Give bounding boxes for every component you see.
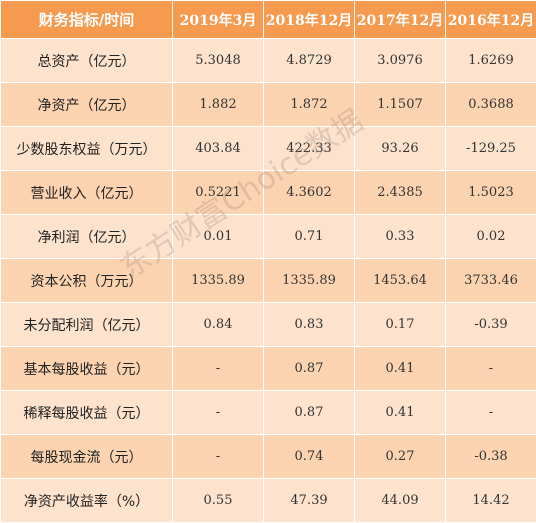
financial-table-container: 财务指标/时间 2019年3月 2018年12月 2017年12月 2016年1… [0,0,536,482]
table-cell: 403.84 [173,127,264,171]
table-header-row: 财务指标/时间 2019年3月 2018年12月 2017年12月 2016年1… [1,1,536,39]
table-cell: 0.84 [173,303,264,347]
table-cell: 44.09 [355,479,446,523]
row-label: 资本公积（万元） [1,259,173,303]
table-cell: 0.87 [264,391,355,435]
table-row-revenue: 营业收入（亿元） 0.5221 4.3602 2.4385 1.5023 [1,171,536,215]
table-row-cash-flow-per-share: 每股现金流（元） - 0.74 0.27 -0.38 [1,435,536,479]
table-row-net-assets: 净资产（亿元） 1.882 1.872 1.1507 0.3688 [1,83,536,127]
table-cell: 2.4385 [355,171,446,215]
header-2019-03: 2019年3月 [173,1,264,39]
table-cell: 0.55 [173,479,264,523]
table-cell: 1.882 [173,83,264,127]
row-label: 总资产（亿元） [1,39,173,83]
row-label: 营业收入（亿元） [1,171,173,215]
row-label: 每股现金流（元） [1,435,173,479]
table-cell: 0.83 [264,303,355,347]
table-row-net-profit: 净利润（亿元） 0.01 0.71 0.33 0.02 [1,215,536,259]
table-cell: 0.3688 [446,83,536,127]
table-cell: 1335.89 [264,259,355,303]
table-cell: - [446,391,536,435]
table-cell: 0.71 [264,215,355,259]
table-cell: 1335.89 [173,259,264,303]
row-label: 净资产（亿元） [1,83,173,127]
table-cell: 0.5221 [173,171,264,215]
table-cell: 14.42 [446,479,536,523]
table-row-roe: 净资产收益率（%） 0.55 47.39 44.09 14.42 [1,479,536,523]
table-cell: -0.38 [446,435,536,479]
row-label: 净资产收益率（%） [1,479,173,523]
table-cell: 1453.64 [355,259,446,303]
table-cell: 1.1507 [355,83,446,127]
table-cell: -0.39 [446,303,536,347]
table-cell: 1.5023 [446,171,536,215]
table-cell: 0.87 [264,347,355,391]
table-row-minority-interest: 少数股东权益（万元） 403.84 422.33 93.26 -129.25 [1,127,536,171]
table-cell: - [173,391,264,435]
table-cell: 1.6269 [446,39,536,83]
table-cell: 1.872 [264,83,355,127]
row-label: 净利润（亿元） [1,215,173,259]
table-cell: 47.39 [264,479,355,523]
table-cell: -129.25 [446,127,536,171]
header-2017-12: 2017年12月 [355,1,446,39]
row-label: 未分配利润（亿元） [1,303,173,347]
table-cell: 0.01 [173,215,264,259]
table-cell: 0.74 [264,435,355,479]
table-cell: 0.27 [355,435,446,479]
table-row-diluted-eps: 稀释每股收益（元） - 0.87 0.41 - [1,391,536,435]
table-cell: 3.0976 [355,39,446,83]
row-label: 稀释每股收益（元） [1,391,173,435]
table-cell: 0.41 [355,347,446,391]
table-row-basic-eps: 基本每股收益（元） - 0.87 0.41 - [1,347,536,391]
table-cell: 4.3602 [264,171,355,215]
table-cell: 0.33 [355,215,446,259]
table-cell: - [173,347,264,391]
table-cell: - [173,435,264,479]
table-cell: 0.17 [355,303,446,347]
row-label: 少数股东权益（万元） [1,127,173,171]
table-cell: 0.02 [446,215,536,259]
table-cell: 422.33 [264,127,355,171]
table-row-capital-reserve: 资本公积（万元） 1335.89 1335.89 1453.64 3733.46 [1,259,536,303]
table-cell: 5.3048 [173,39,264,83]
header-2018-12: 2018年12月 [264,1,355,39]
row-label: 基本每股收益（元） [1,347,173,391]
header-2016-12: 2016年12月 [446,1,536,39]
table-cell: - [446,347,536,391]
table-cell: 93.26 [355,127,446,171]
table-row-total-assets: 总资产（亿元） 5.3048 4.8729 3.0976 1.6269 [1,39,536,83]
table-cell: 0.41 [355,391,446,435]
table-cell: 3733.46 [446,259,536,303]
table-cell: 4.8729 [264,39,355,83]
header-indicator-time: 财务指标/时间 [1,1,173,39]
table-row-undistributed-profit: 未分配利润（亿元） 0.84 0.83 0.17 -0.39 [1,303,536,347]
